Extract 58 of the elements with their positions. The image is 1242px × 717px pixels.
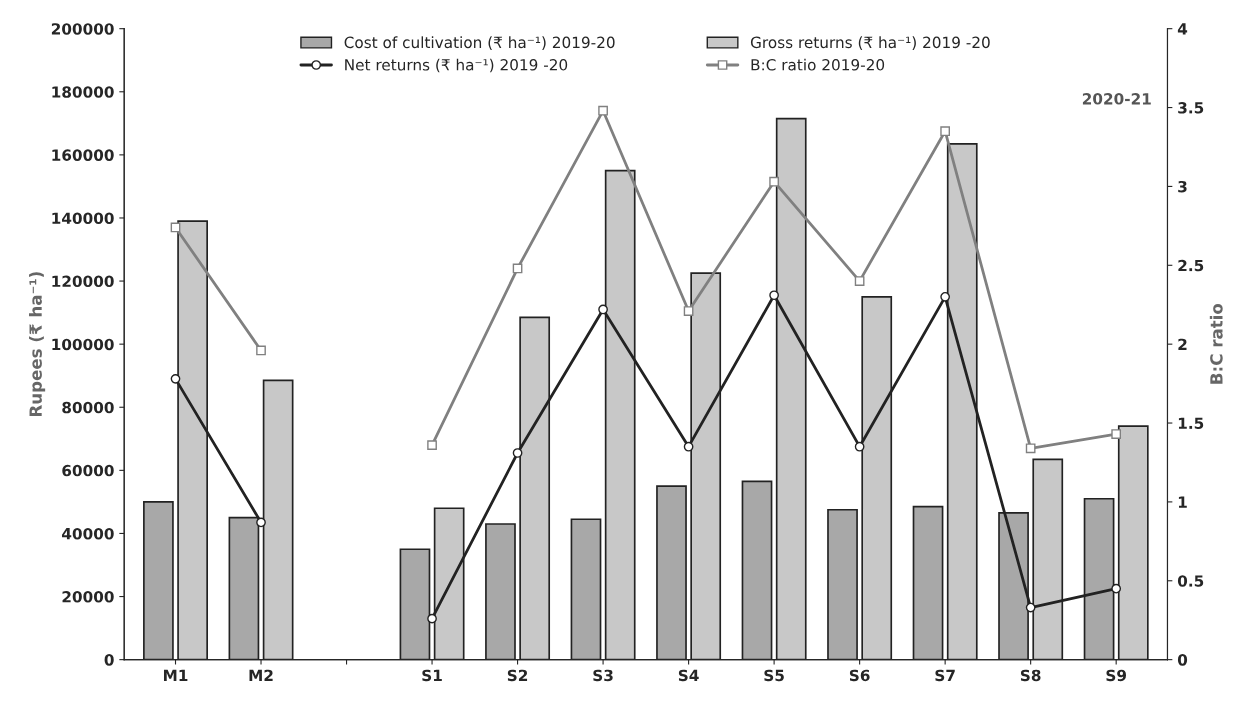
x-tick-label: M1	[164, 669, 188, 681]
point	[683, 306, 694, 316]
y-tick-label: 60000	[62, 464, 114, 477]
point	[1025, 443, 1036, 454]
point	[1111, 583, 1122, 594]
y-tick-label: 140000	[52, 212, 114, 224]
x-tick-label: S2	[507, 669, 528, 682]
point	[170, 374, 181, 384]
y-tick-label: 0	[104, 654, 114, 666]
point	[769, 290, 779, 301]
y-tick-label: 200000	[51, 23, 114, 35]
point	[598, 105, 608, 116]
x-tick-label: S6	[849, 669, 870, 682]
y2-tick-label: 0	[1177, 654, 1188, 666]
y-tick-label: 100000	[52, 338, 114, 351]
y-tick-label: 20000	[62, 591, 114, 603]
x-tick-label: S3	[593, 669, 613, 682]
y2-tick-label: 0.5	[1177, 575, 1204, 587]
point	[854, 276, 865, 286]
y-axis-title: Rupees (₹ ha⁻¹)	[29, 272, 46, 417]
point	[940, 291, 951, 302]
x-tick-label: S1	[422, 669, 442, 682]
x-tick-label: S8	[1020, 669, 1041, 682]
annotation: 2020-21	[1082, 93, 1151, 105]
legend-label: Cost of cultivation (₹ ha⁻¹) 2019-20	[344, 36, 615, 50]
x-tick-label: S7	[935, 669, 955, 682]
y2-tick-label: 2.5	[1178, 259, 1204, 272]
point	[512, 448, 523, 458]
x-tick-label: M2	[249, 669, 273, 681]
y2-tick-label: 1.5	[1178, 417, 1204, 430]
legend-label: Net returns (₹ ha⁻¹) 2019 -20	[345, 58, 568, 73]
y2-tick-label: 2	[1178, 338, 1187, 350]
point	[598, 304, 608, 315]
y-tick-label: 160000	[52, 149, 114, 161]
y2-axis-title: B:C ratio	[1209, 303, 1223, 384]
point	[427, 440, 437, 450]
point	[683, 441, 694, 452]
x-tick-label: S9	[1106, 669, 1127, 682]
point	[1025, 602, 1036, 613]
y2-tick-label: 3	[1178, 180, 1187, 193]
legend-label: B:C ratio 2019-20	[751, 58, 885, 71]
point	[427, 613, 437, 624]
x-tick-label: S4	[678, 669, 699, 682]
y2-tick-label: 1	[1178, 496, 1187, 508]
x-tick-label: S5	[764, 669, 784, 682]
y-tick-label: 120000	[52, 275, 114, 288]
legend-label: Gross returns (₹ ha⁻¹) 2019 -20	[750, 36, 990, 50]
point	[1111, 429, 1122, 439]
y2-tick-label: 4	[1177, 23, 1188, 35]
y-tick-label: 180000	[52, 86, 114, 98]
point	[940, 126, 951, 137]
y-tick-label: 80000	[62, 401, 114, 414]
point	[256, 517, 266, 528]
y2-tick-label: 3.5	[1178, 102, 1204, 114]
point	[256, 345, 266, 356]
point	[769, 176, 779, 187]
point	[854, 441, 865, 452]
y-tick-label: 40000	[62, 527, 114, 540]
